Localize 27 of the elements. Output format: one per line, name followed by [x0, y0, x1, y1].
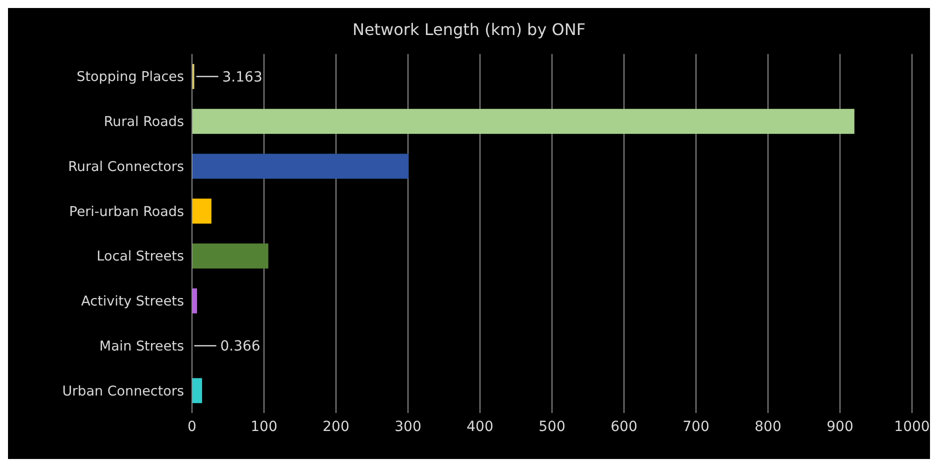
bar	[192, 108, 854, 134]
y-tick-label: Local Streets	[96, 248, 184, 265]
x-tick-label: 500	[538, 418, 566, 435]
bar	[192, 244, 268, 268]
x-tick-label: 600	[610, 418, 638, 435]
x-tick-label: 800	[754, 418, 782, 435]
x-tick-label: 900	[826, 418, 854, 435]
bar	[192, 378, 202, 404]
x-tick-label: 1000	[894, 418, 930, 435]
data-label: 0.366	[220, 338, 260, 355]
chart-title: Network Length (km) by ONF	[351, 19, 587, 41]
x-tick-label: 100	[250, 418, 278, 435]
y-tick-label: Rural Connectors	[68, 158, 184, 175]
x-tick-label: 300	[394, 418, 422, 435]
y-tick-label: Urban Connectors	[62, 383, 184, 400]
x-tick-label: 200	[322, 418, 350, 435]
x-tick-label: 400	[466, 418, 494, 435]
y-tick-label: Main Streets	[99, 338, 184, 354]
y-tick-label: Peri-urban Roads	[69, 204, 184, 220]
x-tick-label: 0	[188, 418, 196, 435]
bar	[192, 198, 212, 224]
data-label: 3.163	[222, 69, 262, 86]
x-tick-label: 700	[682, 418, 710, 435]
bar	[192, 154, 409, 179]
y-tick-label: Stopping Places	[76, 69, 184, 86]
y-tick-label: Activity Streets	[81, 294, 184, 310]
y-tick-label: Rural Roads	[104, 114, 184, 130]
